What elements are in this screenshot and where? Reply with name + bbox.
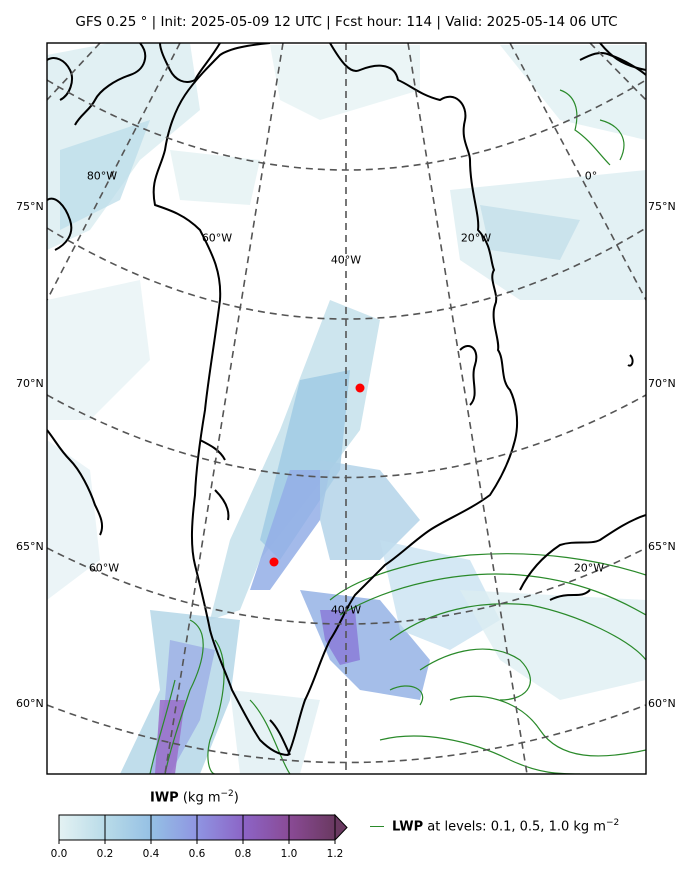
map-title: GFS 0.25 ° | Init: 2025-05-09 12 UTC | F… xyxy=(75,14,618,30)
lat-label-75-right: 75°N xyxy=(648,200,676,213)
map-frame xyxy=(46,42,647,775)
marker-south xyxy=(269,557,279,567)
lat-label-70-right: 70°N xyxy=(648,377,676,390)
colorbar-units: (kg m xyxy=(182,790,221,806)
lat-label-60-right: 60°N xyxy=(648,697,676,710)
lat-label-60-left: 60°N xyxy=(16,697,44,710)
lat-label-70-left: 70°N xyxy=(16,377,44,390)
colorbar-tick: 1.2 xyxy=(326,848,344,860)
lon-label-20w-lower: 20°W xyxy=(573,561,605,575)
lon-label-20w-upper: 20°W xyxy=(460,231,492,245)
marker-north xyxy=(355,383,365,393)
colorbar-tick: 0.0 xyxy=(50,848,68,860)
lon-label-60w-upper: 60°W xyxy=(201,231,233,245)
graticule xyxy=(47,43,646,774)
lat-label-65-right: 65°N xyxy=(648,540,676,553)
lat-label-65-left: 65°N xyxy=(16,540,44,553)
lwp-legend-line-icon xyxy=(370,826,384,828)
lon-label-40w-upper: 40°W xyxy=(330,253,362,267)
lon-label-40w-lower: 40°W xyxy=(330,603,362,617)
colorbar-variable: IWP xyxy=(150,790,179,806)
iwp-shading xyxy=(47,43,646,774)
lat-label-75-left: 75°N xyxy=(16,200,44,213)
lon-label-80w: 80°W xyxy=(86,169,118,183)
colorbar-tick: 0.2 xyxy=(96,848,114,860)
colorbar xyxy=(58,813,348,844)
colorbar-tick: 0.6 xyxy=(188,848,206,860)
colorbar-title: IWP (kg m−2) xyxy=(150,789,239,805)
colorbar-units-close: ) xyxy=(233,790,239,806)
coastlines xyxy=(47,43,646,756)
colorbar-units-exponent: −2 xyxy=(220,789,234,799)
colorbar-tick: 0.4 xyxy=(142,848,160,860)
lwp-contours xyxy=(149,89,646,774)
lwp-legend: LWP at levels: 0.1, 0.5, 1.0 kg m−2 xyxy=(370,818,619,834)
lwp-legend-variable: LWP xyxy=(392,819,424,835)
lwp-legend-text: at levels: 0.1, 0.5, 1.0 kg m xyxy=(427,819,606,835)
lwp-legend-exponent: −2 xyxy=(605,818,620,828)
colorbar-tick: 1.0 xyxy=(280,848,298,860)
colorbar-tick: 0.8 xyxy=(234,848,252,860)
lon-label-0: 0° xyxy=(584,169,598,183)
lon-label-60w-lower: 60°W xyxy=(88,561,120,575)
